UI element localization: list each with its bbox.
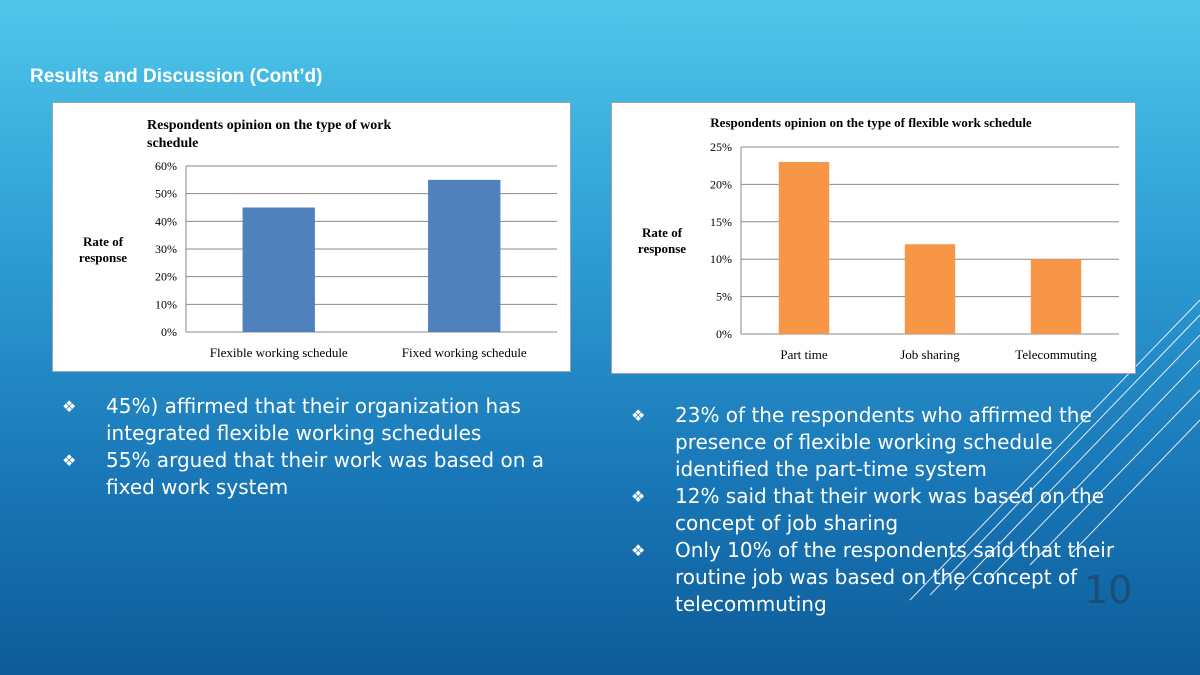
y-tick-label: 5% — [716, 290, 732, 304]
y-axis-label: response — [79, 250, 127, 265]
y-axis-label: Rate of — [642, 225, 683, 240]
bullet-list-right: ❖ 23% of the respondents who affirmed th… — [631, 402, 1151, 618]
bullet-diamond-icon: ❖ — [631, 406, 646, 425]
bullet-diamond-icon: ❖ — [62, 397, 77, 416]
chart-flexible-schedule: Respondents opinion on the type of flexi… — [638, 115, 1119, 362]
bullet-item: ❖ Only 10% of the respondents said that … — [631, 537, 1151, 618]
slide-title: Results and Discussion (Cont’d) — [30, 66, 323, 87]
slide-number: 10 — [1084, 568, 1133, 612]
bullet-diamond-icon: ❖ — [631, 487, 646, 506]
x-tick-label: Flexible working schedule — [210, 345, 348, 360]
y-tick-label: 60% — [155, 159, 177, 173]
chart-work-schedule: Respondents opinion on the type of work s… — [79, 118, 557, 360]
deco-line-4 — [989, 359, 1200, 579]
bullet-diamond-icon: ❖ — [62, 451, 77, 470]
y-tick-label: 25% — [710, 140, 732, 154]
bullet-text: 23% of the respondents who affirmed the … — [675, 403, 1092, 481]
y-tick-label: 0% — [161, 325, 177, 339]
bullet-text: 45%) affirmed that their organization ha… — [106, 394, 521, 445]
bullet-text: 12% said that their work was based on th… — [675, 484, 1104, 535]
bullet-item: ❖ 12% said that their work was based on … — [631, 483, 1151, 537]
y-tick-label: 10% — [710, 252, 732, 266]
bullet-text: Only 10% of the respondents said that th… — [675, 538, 1115, 616]
x-tick-label: Fixed working schedule — [402, 345, 527, 360]
chart-panel-work-schedule: Respondents opinion on the type of work s… — [52, 102, 571, 372]
chart-title: Respondents opinion on the type of flexi… — [710, 115, 1032, 130]
bullet-diamond-icon: ❖ — [631, 541, 646, 560]
bar-flexible-working-schedule — [242, 207, 315, 332]
deco-line-6 — [1069, 419, 1200, 556]
chart-title: schedule — [147, 136, 198, 151]
y-tick-label: 0% — [716, 327, 732, 341]
y-tick-label: 50% — [155, 187, 177, 201]
x-tick-label: Telecommuting — [1015, 347, 1097, 362]
deco-line-1 — [909, 299, 1200, 601]
y-tick-label: 10% — [155, 297, 177, 311]
bullet-item: ❖ 45%) affirmed that their organization … — [62, 393, 572, 447]
bullet-item: ❖ 23% of the respondents who affirmed th… — [631, 402, 1151, 483]
chart-panel-flexible-schedule: Respondents opinion on the type of flexi… — [611, 102, 1136, 374]
y-tick-label: 20% — [155, 270, 177, 284]
bullet-item: ❖ 55% argued that their work was based o… — [62, 447, 572, 501]
deco-line-2 — [929, 314, 1200, 596]
chart-title: Respondents opinion on the type of work — [147, 118, 391, 133]
bar-fixed-working-schedule — [428, 179, 501, 332]
bar-job-sharing — [904, 244, 956, 334]
y-axis-label: Rate of — [83, 234, 124, 249]
y-tick-label: 20% — [710, 177, 732, 191]
bar-telecommuting — [1030, 259, 1082, 334]
y-tick-label: 30% — [155, 242, 177, 256]
bar-part-time — [778, 161, 830, 334]
y-tick-label: 40% — [155, 214, 177, 228]
y-axis-label: response — [638, 241, 686, 256]
y-tick-label: 15% — [710, 215, 732, 229]
deco-line-3 — [954, 334, 1200, 591]
x-tick-label: Job sharing — [900, 347, 960, 362]
bullet-list-left: ❖ 45%) affirmed that their organization … — [62, 393, 572, 501]
bullet-text: 55% argued that their work was based on … — [106, 448, 544, 499]
x-tick-label: Part time — [780, 347, 828, 362]
deco-line-5 — [1029, 389, 1200, 566]
